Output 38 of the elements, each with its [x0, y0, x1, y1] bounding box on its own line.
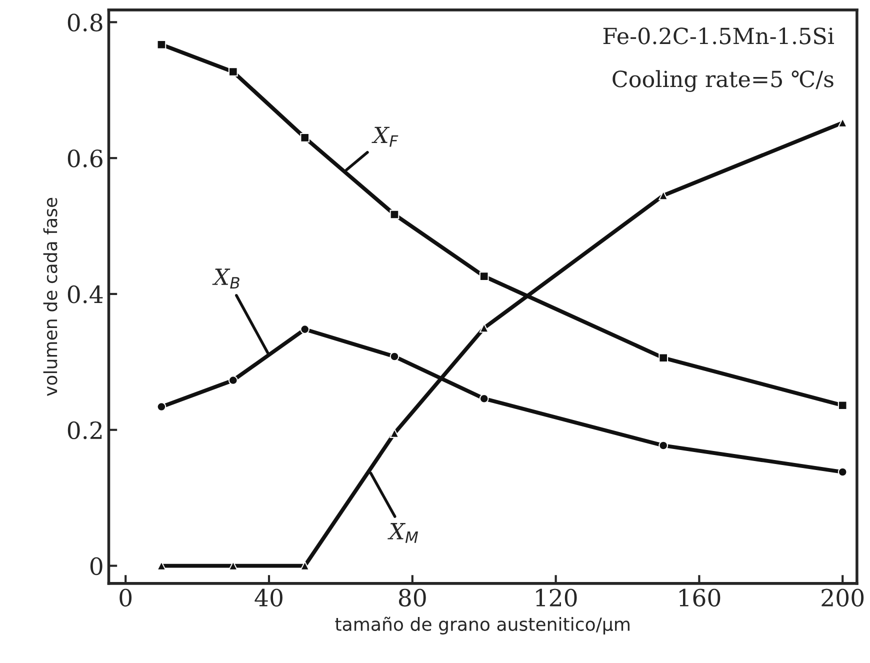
annotation: X$_{M}$ [388, 523, 418, 543]
y-axis-title: volumen de cada fase [43, 198, 58, 396]
point [156, 561, 166, 570]
annotation: Fe-0.2C-1.5Mn-1.5Si [603, 28, 834, 44]
point [228, 67, 238, 76]
y-tick-label: 0.4 [68, 285, 103, 304]
y-tick-label: 0.6 [68, 150, 102, 168]
point [156, 402, 166, 412]
point [479, 323, 489, 333]
x-tick-label: 120 [536, 588, 577, 607]
annotation: Cooling rate=5 ℃/s [612, 70, 834, 92]
point [300, 324, 310, 334]
point [228, 376, 238, 385]
x-tick-label: 0 [120, 588, 132, 607]
annotation: X$_{B}$ [212, 268, 240, 288]
point [300, 133, 310, 142]
x-tick-label: 80 [398, 588, 426, 607]
x-tick-label: 200 [822, 588, 864, 607]
point [390, 352, 400, 362]
point [300, 561, 310, 570]
y-tick-label: 0.2 [68, 421, 102, 440]
point [658, 440, 668, 450]
point [838, 467, 848, 477]
x-axis-title: tamaño de grano austenitico/µm [335, 616, 630, 634]
point [838, 400, 848, 410]
y-tick-label: 0 [90, 557, 102, 576]
y-tick-label: 0.8 [68, 14, 102, 32]
x-tick-label: 160 [680, 588, 720, 607]
point [479, 272, 489, 281]
point [228, 561, 238, 570]
point [658, 353, 668, 363]
annotation: X$_{F}$ [372, 126, 398, 147]
x-tick-label: 40 [254, 588, 282, 607]
point [390, 428, 400, 438]
point [838, 118, 848, 128]
point [156, 40, 166, 50]
point [479, 394, 489, 404]
point [390, 210, 400, 220]
